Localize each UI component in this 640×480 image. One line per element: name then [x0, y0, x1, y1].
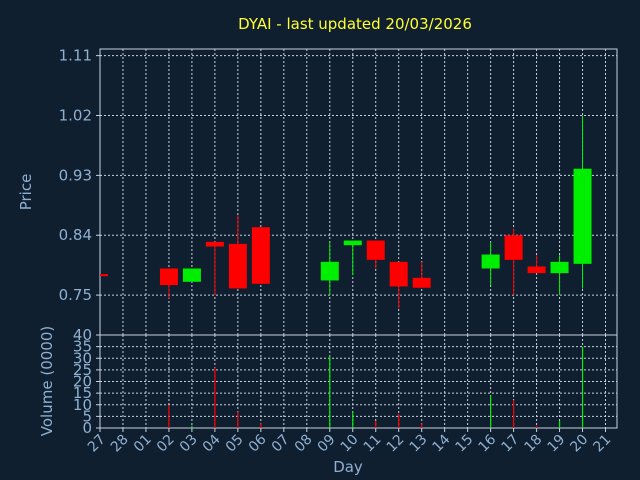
chart-title: DYAI - last updated 20/03/2026 — [238, 15, 472, 33]
volume-tick-label: 5 — [82, 407, 92, 425]
candle-body — [504, 235, 523, 260]
candle — [573, 115, 592, 289]
candle-body — [205, 241, 224, 247]
candle — [228, 215, 247, 289]
candle — [481, 241, 500, 286]
day-tick-label: 10 — [338, 432, 362, 456]
candle — [320, 241, 339, 296]
volume-tick-label: 0 — [82, 419, 92, 437]
day-tick-label: 17 — [499, 432, 523, 456]
candle — [504, 228, 523, 296]
day-tick-label: 07 — [269, 432, 293, 456]
candle-body — [550, 261, 569, 274]
candle — [366, 240, 385, 269]
day-axis: 27 28 01 02 03 04 05 06 07 08 09 10 11 12 13 14 15 16 17 18… — [85, 428, 614, 455]
day-tick-label: 12 — [384, 432, 408, 456]
candle — [550, 255, 569, 296]
day-tick-label: 09 — [315, 432, 339, 456]
candle — [389, 261, 408, 309]
volume-tick-label: 30 — [73, 349, 92, 367]
candle — [182, 268, 201, 282]
price-axis-label: Price — [17, 174, 35, 211]
candle — [527, 255, 546, 274]
candle — [205, 241, 224, 296]
price-tick-label: 0.75 — [59, 286, 92, 304]
price-tick-label: 1.11 — [59, 47, 92, 65]
day-tick-label: 06 — [246, 431, 270, 455]
day-tick-label: 11 — [361, 432, 385, 456]
volume-tick-label: 15 — [73, 384, 92, 402]
day-tick-label: 18 — [521, 432, 545, 456]
volume-tick-label: 25 — [73, 361, 92, 379]
day-tick-label: 20 — [567, 432, 591, 456]
day-tick-label: 16 — [476, 431, 500, 455]
candle-body — [366, 240, 385, 260]
price-tick-label: 1.02 — [59, 107, 92, 125]
candle-body — [159, 268, 178, 286]
day-tick-label: 13 — [407, 432, 431, 456]
candle-body — [389, 261, 408, 287]
price-frame — [99, 48, 618, 336]
day-tick-label: 04 — [200, 431, 224, 455]
candle — [412, 261, 431, 288]
candle-body — [343, 240, 362, 246]
candle-body — [481, 254, 500, 269]
candle-body — [251, 227, 270, 284]
candle — [343, 240, 362, 276]
day-tick-label: 05 — [223, 432, 247, 456]
price-tick-label: 0.84 — [59, 226, 92, 244]
day-axis-label: Day — [333, 458, 363, 476]
day-tick-label: 15 — [453, 432, 477, 456]
volume-frame — [99, 334, 618, 429]
day-tick-label: 02 — [154, 432, 178, 456]
price-tick-label: 0.93 — [59, 166, 92, 184]
day-tick-label: 28 — [108, 432, 132, 456]
candle-body — [182, 268, 201, 282]
volume-tick-label: 35 — [73, 338, 92, 356]
volume-axis-label: Volume (0000) — [38, 326, 56, 436]
price-panel: 1.11 1.02 0.93 0.84 0.75 — [59, 47, 618, 336]
candle — [251, 227, 270, 284]
volume-tick-label: 10 — [73, 396, 92, 414]
candle — [159, 268, 178, 299]
day-tick-label: 01 — [131, 432, 155, 456]
day-tick-label: 21 — [590, 432, 614, 456]
candle-body — [320, 261, 339, 281]
candle-body — [573, 168, 592, 264]
volume-tick-label: 40 — [73, 326, 92, 344]
day-tick-label: 03 — [177, 432, 201, 456]
day-tick-label: 08 — [292, 432, 316, 456]
day-tick-label: 19 — [544, 432, 568, 456]
volume-tick-label: 20 — [73, 373, 92, 391]
candle-body — [527, 266, 546, 274]
day-tick-label: 14 — [430, 431, 454, 455]
candle-body — [228, 243, 247, 289]
candle-body — [412, 277, 431, 288]
